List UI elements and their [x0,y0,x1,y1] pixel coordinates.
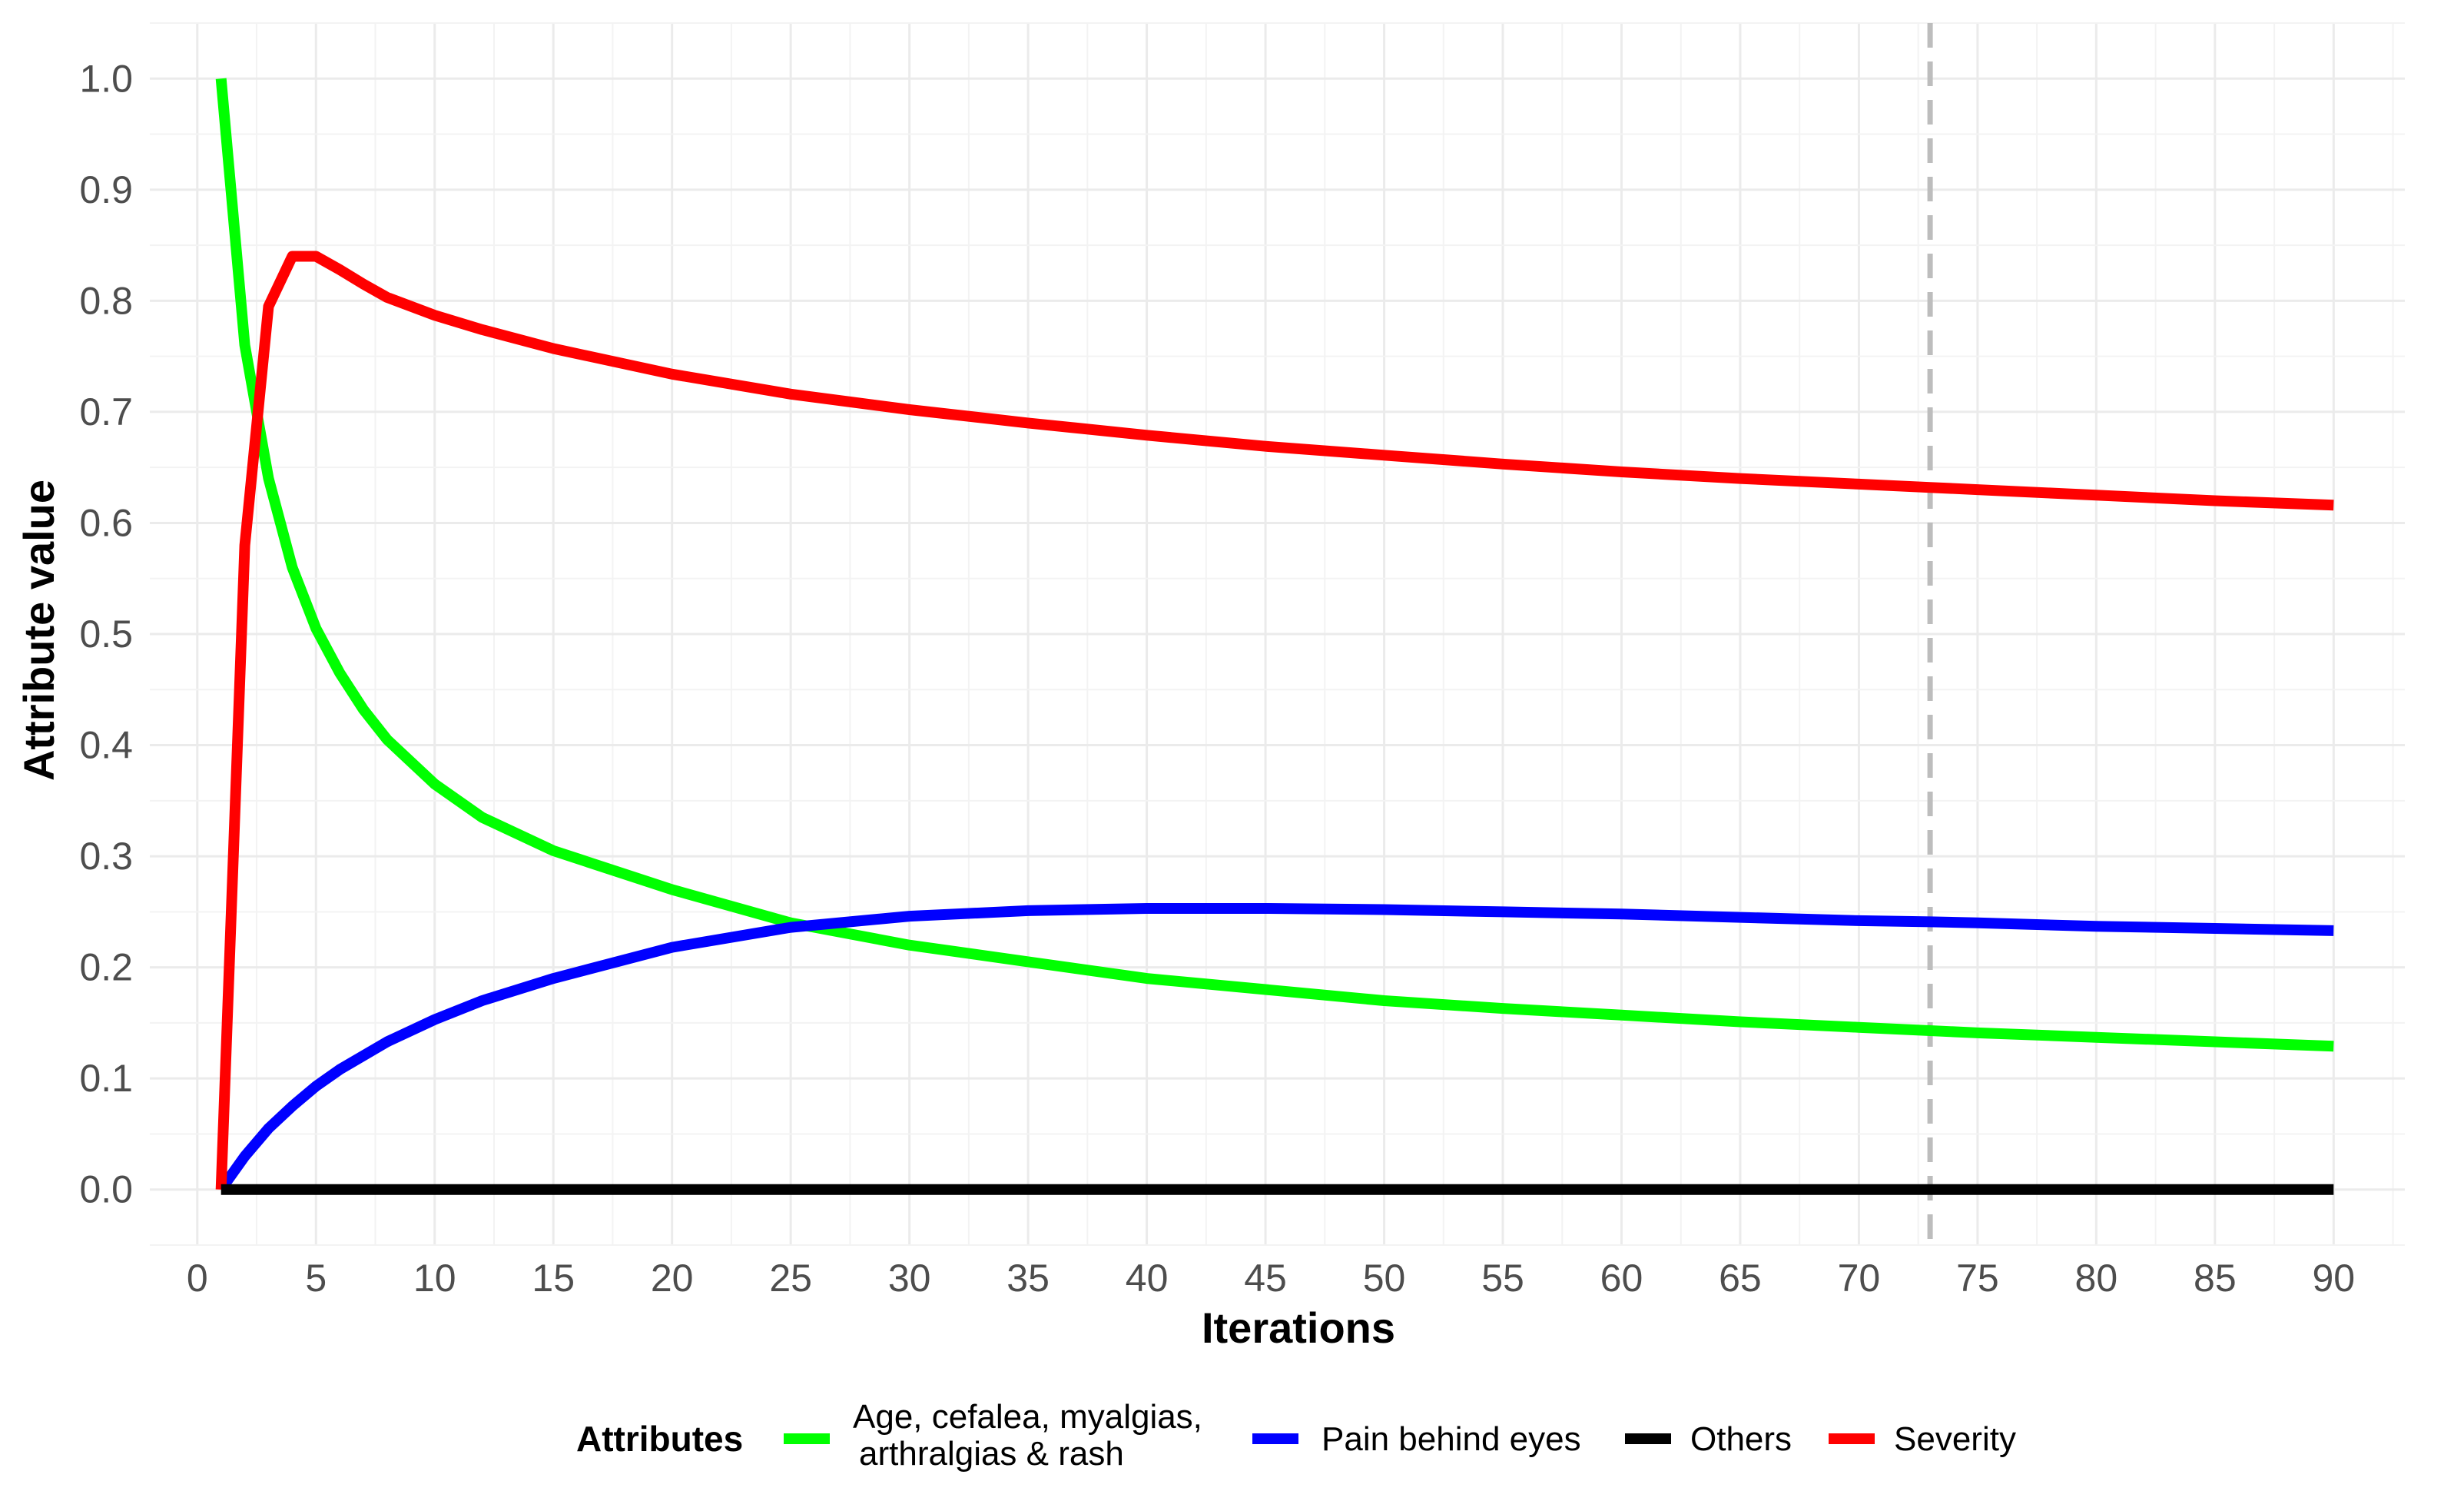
y-tick-label: 0.5 [79,613,133,656]
legend-label: Others [1690,1420,1792,1458]
y-tick-label: 0.6 [79,501,133,544]
legend-items: Age, cefalea, myalgias,arthralgias & ras… [784,1398,2016,1473]
y-axis-title: Attribute value [15,480,63,781]
y-tick-label: 0.1 [79,1057,133,1100]
x-axis-title: Iterations [1202,1303,1395,1352]
x-tick-label: 55 [1481,1257,1524,1300]
x-tick-label: 85 [2194,1257,2237,1300]
x-tick-label: 5 [305,1257,327,1300]
y-tick-label: 0.4 [79,724,133,767]
x-tick-label: 40 [1126,1257,1169,1300]
grid-lines [150,22,2405,1246]
x-tick-label: 35 [1006,1257,1050,1300]
x-tick-label: 50 [1363,1257,1406,1300]
y-axis-ticks: 0.0 0.1 0.2 0.3 0.4 0.5 0.6 0.7 0.8 0.9 1.0 [79,57,133,1210]
x-tick-label: 10 [413,1257,456,1300]
series-line-age-cefalea-myalgias-arthralgias-rash [215,78,2334,1052]
x-tick-label: 80 [2075,1257,2118,1300]
x-tick-label: 90 [2313,1257,2356,1300]
legend-label: Severity [1894,1420,2016,1458]
series-line-severity [215,251,2334,1190]
x-tick-label: 25 [769,1257,812,1300]
series-line-pain-behind-eyes [217,903,2334,1193]
x-tick-label: 60 [1600,1257,1643,1300]
x-tick-label: 75 [1956,1257,1999,1300]
y-tick-label: 0.3 [79,835,133,878]
legend-item-others: Others [1625,1420,1792,1458]
y-tick-label: 0.8 [79,279,133,322]
x-tick-label: 30 [888,1257,931,1300]
x-tick-label: 0 [187,1257,208,1300]
legend-label: Age, cefalea, myalgias, [853,1398,1202,1436]
series-lines [215,78,2334,1195]
x-tick-label: 65 [1719,1257,1762,1300]
x-axis-ticks: 0 5 10 15 20 25 30 35 40 45 50 55 60 65 70 75 80 85 90 [187,1257,2355,1300]
legend-item-severity: Severity [1829,1420,2016,1458]
y-tick-label: 0.0 [79,1168,133,1211]
y-tick-label: 1.0 [79,57,133,100]
x-tick-label: 20 [651,1257,694,1300]
legend-item-pain-behind-eyes: Pain behind eyes [1252,1420,1581,1458]
x-tick-label: 15 [532,1257,575,1300]
legend-item-age-cefalea-myalgias-arthralgias-rash: Age, cefalea, myalgias,arthralgias & ras… [784,1398,1202,1473]
x-tick-label: 45 [1244,1257,1287,1300]
y-tick-label: 0.2 [79,946,133,989]
legend: Attributes Age, cefalea, myalgias,arthra… [576,1398,2016,1473]
legend-label: Pain behind eyes [1322,1420,1581,1458]
legend-title: Attributes [576,1419,743,1459]
x-tick-label: 70 [1838,1257,1881,1300]
y-tick-label: 0.7 [79,390,133,433]
legend-label: arthralgias & rash [859,1435,1124,1473]
y-tick-label: 0.9 [79,168,133,211]
